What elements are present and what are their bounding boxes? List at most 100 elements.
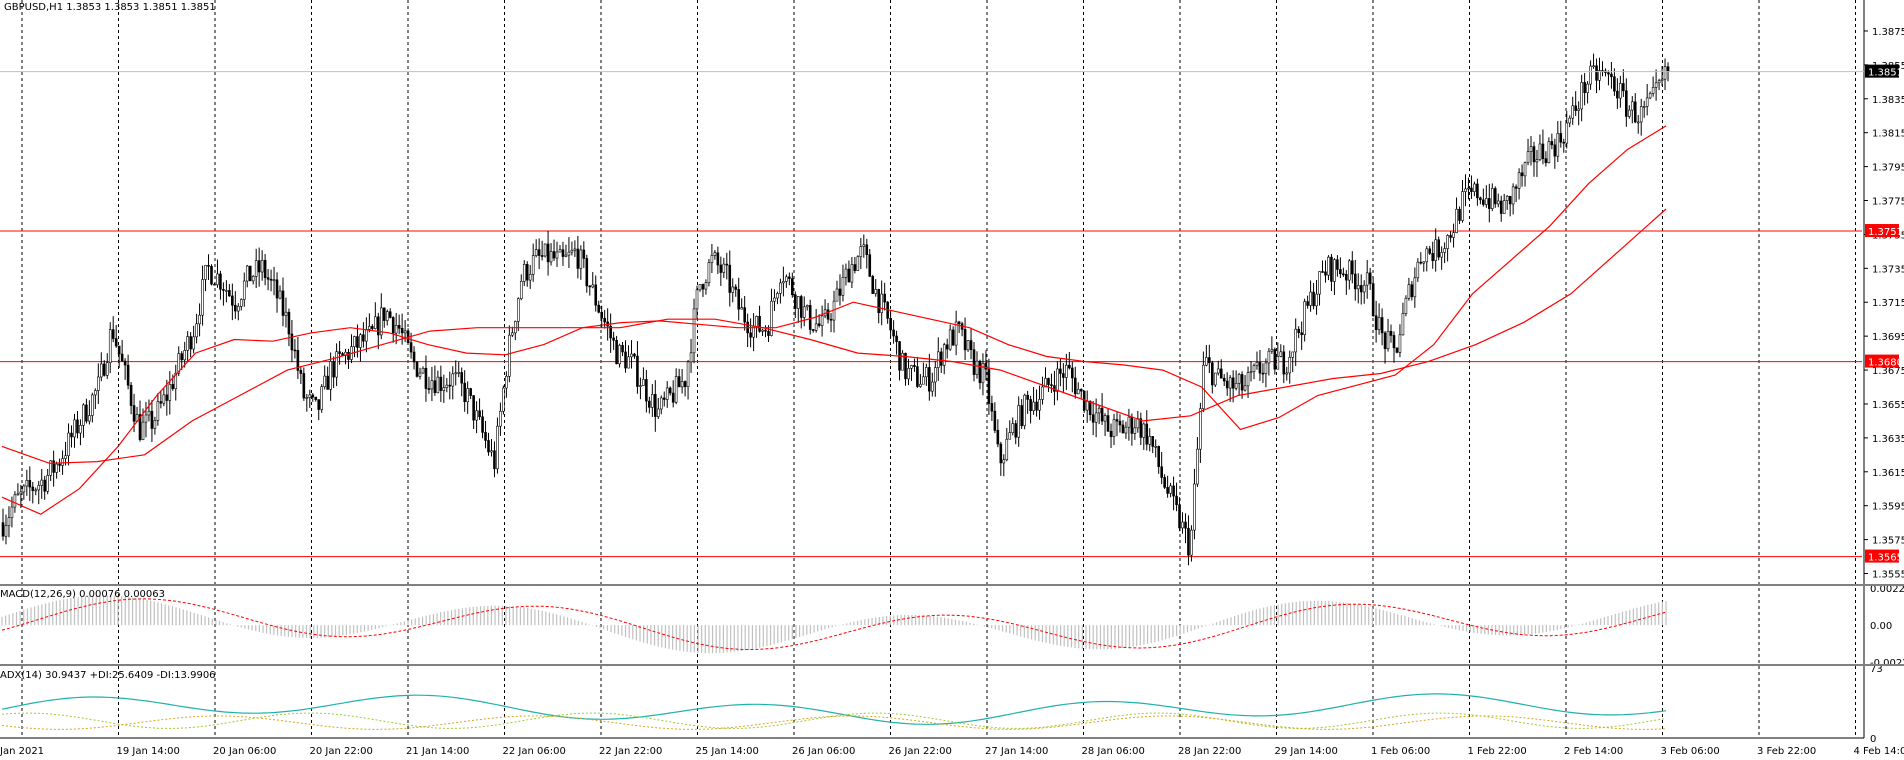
candle-body — [1339, 269, 1342, 275]
candle-body — [451, 373, 455, 387]
candle-body — [1502, 200, 1506, 214]
candle-body — [496, 425, 499, 470]
candle-body — [1249, 371, 1253, 373]
price-tick-label: 1.3595 — [1872, 502, 1904, 513]
candle-body — [374, 316, 377, 329]
candle-body — [1625, 90, 1628, 117]
candle-body — [561, 249, 565, 257]
candle-body — [919, 383, 922, 387]
candle-body — [1333, 259, 1336, 282]
candle-body — [1628, 109, 1631, 117]
candle-body — [1291, 351, 1295, 358]
candle-body — [493, 450, 496, 470]
candle-body — [245, 265, 249, 282]
candle-body — [472, 395, 475, 421]
macd-tick-label: 0.00 — [1870, 621, 1892, 632]
candle-body — [174, 372, 178, 390]
candle-body — [931, 381, 934, 392]
candle-body — [844, 268, 848, 278]
candle-body — [1240, 374, 1244, 391]
candle-body — [448, 384, 452, 387]
candle-body — [1523, 162, 1527, 177]
candle-body — [642, 379, 645, 386]
candle-body — [144, 414, 148, 423]
candle-body — [168, 384, 172, 401]
candle-body — [1008, 432, 1012, 440]
candle-body — [1666, 66, 1670, 72]
candle-body — [1526, 151, 1530, 163]
candle-body — [1488, 198, 1491, 209]
candle-body — [320, 386, 324, 410]
candle-body — [1017, 405, 1020, 438]
candle-body — [814, 323, 818, 331]
adx-label: ADX(14) 30.9437 +DI:25.6409 -DI:13.9906 — [0, 670, 216, 681]
candle-body — [877, 289, 881, 314]
candle-body — [808, 305, 812, 330]
candle-body — [13, 494, 17, 508]
candle-body — [1449, 235, 1452, 238]
candle-body — [228, 290, 231, 297]
candle-body — [603, 317, 606, 323]
candle-body — [481, 416, 484, 433]
candle-body — [1485, 198, 1488, 205]
candle-body — [761, 329, 764, 332]
candle-body — [1505, 195, 1509, 201]
candle-body — [558, 249, 562, 253]
candle-body — [725, 263, 729, 266]
candle-body — [1282, 351, 1286, 375]
candle-body — [612, 337, 615, 341]
candle-body — [1496, 200, 1500, 205]
candle-body — [49, 460, 52, 476]
candle-body — [796, 296, 800, 309]
candle-body — [799, 296, 803, 318]
candle-body — [1085, 400, 1089, 411]
candle-body — [1511, 186, 1515, 205]
candle-body — [585, 258, 589, 287]
candle-body — [1181, 521, 1184, 529]
candle-body — [222, 289, 225, 291]
price-tick-label: 1.3675 — [1872, 366, 1904, 377]
candle-body — [963, 329, 967, 351]
candle-body — [871, 276, 875, 294]
candle-body — [382, 307, 386, 321]
candle-body — [1097, 407, 1101, 414]
candle-body — [609, 325, 612, 339]
candle-body — [1473, 183, 1476, 192]
candle-body — [1589, 65, 1592, 85]
candle-body — [207, 265, 210, 267]
candle-body — [1425, 248, 1429, 263]
candle-body — [1261, 372, 1265, 375]
adx-tick-label: 73 — [1870, 664, 1883, 675]
candle-body — [1109, 430, 1113, 437]
candle-body — [186, 336, 189, 351]
candle-body — [889, 317, 892, 331]
candle-body — [704, 282, 708, 290]
time-label: 19 Jan 14:00 — [117, 746, 180, 757]
candle-body — [1544, 158, 1548, 164]
candle-body — [1076, 389, 1080, 395]
time-label: 3 Feb 22:00 — [1757, 746, 1816, 757]
level-price-box — [1865, 549, 1899, 563]
ma-slow-line — [1, 208, 1667, 464]
candle-body — [957, 321, 961, 325]
candle-body — [1380, 317, 1384, 334]
candle-body — [120, 353, 124, 362]
candle-body — [1216, 368, 1220, 374]
time-label: 29 Jan 14:00 — [1275, 746, 1338, 757]
horizontal-levels — [0, 230, 1862, 558]
candle-body — [201, 279, 204, 316]
candle-body — [1237, 374, 1241, 384]
candle-body — [728, 264, 732, 293]
candle-body — [1088, 400, 1092, 415]
candle-body — [505, 375, 508, 389]
candle-body — [990, 403, 994, 412]
candle-body — [251, 276, 255, 282]
candle-body — [951, 329, 955, 346]
candle-body — [79, 425, 82, 434]
candle-body — [371, 326, 374, 329]
price-tick-label: 1.3795 — [1872, 163, 1904, 174]
plus-di-line — [1, 712, 1667, 729]
candle-body — [1437, 239, 1440, 258]
